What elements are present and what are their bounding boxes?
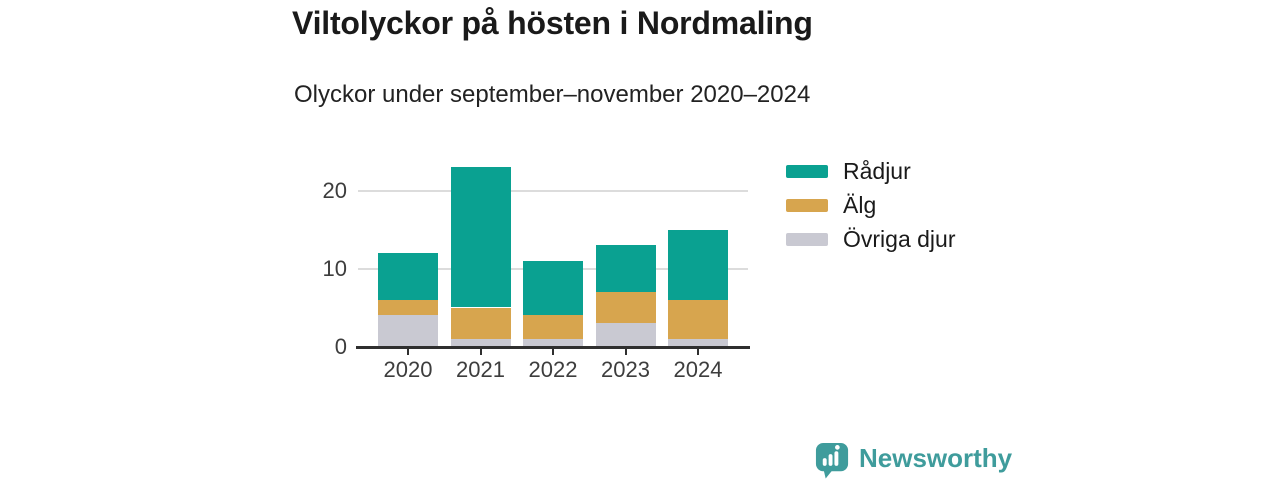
chart-subtitle: Olyckor under september–november 2020–20… xyxy=(294,81,811,108)
chart-title: Viltolyckor på hösten i Nordmaling xyxy=(292,5,813,41)
x-tick-mark-2023 xyxy=(624,348,627,355)
newsworthy-logo-icon xyxy=(815,442,849,479)
y-tick-label-10: 10 xyxy=(322,255,347,281)
y-tick-label-20: 20 xyxy=(322,177,347,203)
x-tick-mark-2024 xyxy=(697,348,699,355)
x-tick-label-2020: 2020 xyxy=(383,357,433,382)
x-tick-label-2023: 2023 xyxy=(601,357,650,382)
bar-segment-2022-Övriga djur xyxy=(523,338,583,347)
bar-segment-2024-Rådjur xyxy=(668,229,728,300)
bar-segment-2021-Rådjur xyxy=(450,167,511,308)
bar-segment-2024-Övriga djur xyxy=(668,338,728,347)
bar-segment-2022-Rådjur xyxy=(523,260,583,316)
x-tick-mark-2022 xyxy=(552,348,554,355)
legend-item-Rådjur: Rådjur xyxy=(786,160,955,183)
legend-swatch-icon xyxy=(786,199,828,212)
bar-segment-2024-Älg xyxy=(668,299,728,339)
x-tick-label-2022: 2022 xyxy=(528,357,578,382)
bar-segment-2020-Älg xyxy=(378,299,438,316)
legend-item-Övriga djur: Övriga djur xyxy=(786,228,955,251)
bar-segment-2023-Älg xyxy=(595,291,656,324)
x-tick-mark-2020 xyxy=(407,348,409,355)
y-tick-label-0: 0 xyxy=(334,333,347,359)
legend: Rådjur Älg Övriga djur xyxy=(786,160,955,262)
x-tick-label-2021: 2021 xyxy=(456,357,505,382)
legend-swatch-icon xyxy=(786,233,828,246)
bar-segment-2020-Rådjur xyxy=(378,252,438,300)
legend-label: Övriga djur xyxy=(843,226,956,252)
bar-segment-2021-Övriga djur xyxy=(450,338,511,347)
legend-item-Älg: Älg xyxy=(786,194,955,217)
legend-swatch-icon xyxy=(786,165,828,178)
bar-segment-2020-Övriga djur xyxy=(378,315,438,347)
bar-segment-2023-Övriga djur xyxy=(595,323,656,347)
gridline-20 xyxy=(358,189,748,192)
brand-name: Newsworthy xyxy=(859,442,1013,473)
legend-label: Rådjur xyxy=(843,158,911,184)
x-axis-line xyxy=(356,346,750,349)
x-tick-mark-2021 xyxy=(479,348,482,355)
bar-segment-2023-Rådjur xyxy=(595,245,656,292)
bar-segment-2022-Älg xyxy=(523,315,583,339)
newsworthy-brand: Newsworthy xyxy=(814,442,1012,479)
legend-label: Älg xyxy=(843,192,877,218)
bar-segment-2021-Älg xyxy=(450,307,511,339)
x-tick-label-2024: 2024 xyxy=(673,357,723,382)
